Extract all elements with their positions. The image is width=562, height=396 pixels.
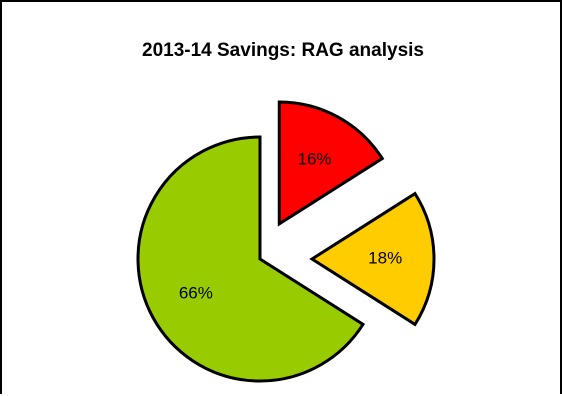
pie-slice-amber [309,191,436,327]
pie-slice-red [277,100,385,227]
pie-label-green: 66% [179,284,213,303]
pie-slice-green [136,135,366,383]
pie-label-red: 16% [298,149,332,168]
chart-title: 2013-14 Savings: RAG analysis [142,40,424,61]
pie-label-amber: 18% [368,248,402,267]
